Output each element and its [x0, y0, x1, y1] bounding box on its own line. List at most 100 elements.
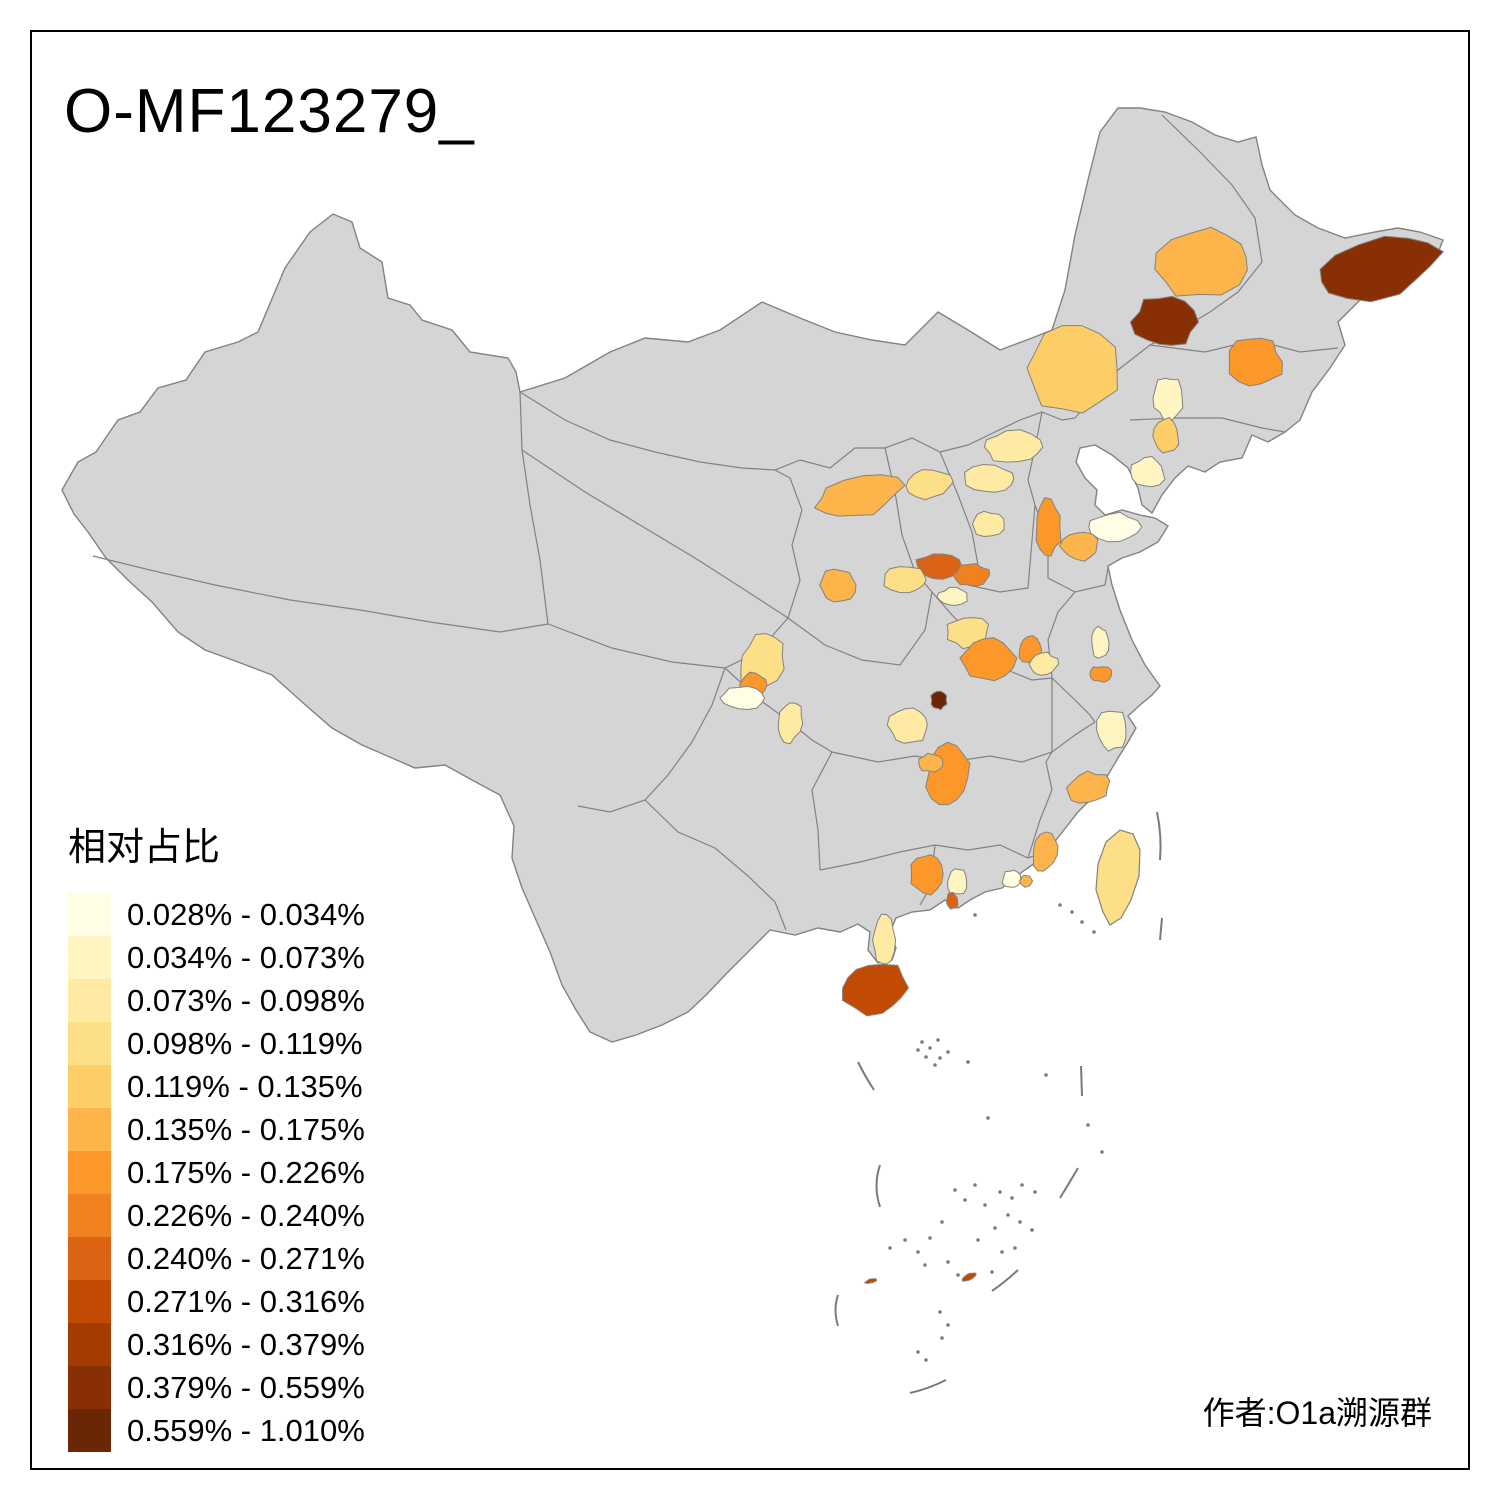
legend-bin-label: 0.559% - 1.010%	[127, 1413, 365, 1448]
province-border	[92, 555, 549, 633]
map-region	[1152, 377, 1184, 422]
sea-boundary-dash	[1059, 1167, 1079, 1199]
island-dot	[946, 1323, 950, 1327]
map-region	[1026, 325, 1118, 414]
island-dot	[963, 1198, 967, 1202]
map-region	[1028, 651, 1060, 676]
legend-row: 0.073% - 0.098%	[68, 979, 365, 1022]
island-dot	[936, 1038, 940, 1042]
legend-row: 0.135% - 0.175%	[68, 1108, 365, 1151]
map-region	[959, 637, 1018, 682]
legend-bin-label: 0.226% - 0.240%	[127, 1198, 365, 1233]
map-region	[1130, 455, 1166, 488]
island-dot	[990, 1270, 994, 1274]
island-dot	[1018, 1220, 1022, 1224]
legend-row: 0.226% - 0.240%	[68, 1194, 365, 1237]
legend-row: 0.379% - 0.559%	[68, 1366, 365, 1409]
island-dot	[1006, 1213, 1010, 1217]
province-border	[519, 391, 549, 625]
map-region	[777, 702, 804, 745]
province-border	[521, 449, 789, 619]
panel-frame	[30, 30, 1470, 1470]
island-dot	[1086, 1123, 1090, 1127]
island-dot	[973, 1183, 977, 1187]
map-region	[1089, 666, 1113, 683]
island-dot	[938, 1310, 942, 1314]
legend-swatch	[68, 1151, 111, 1194]
sea-boundary-dash	[857, 1061, 875, 1091]
legend-swatch	[68, 893, 111, 936]
legend-swatch	[68, 1022, 111, 1065]
island-dot	[916, 1048, 920, 1052]
legend-swatch	[68, 1065, 111, 1108]
province-border	[967, 504, 1036, 593]
legend-row: 0.028% - 0.034%	[68, 893, 365, 936]
map-region	[1228, 337, 1283, 387]
page-title: O-MF123279_	[64, 77, 475, 146]
province-border	[519, 391, 1063, 471]
map-region	[910, 854, 944, 896]
island-dot	[1013, 1246, 1017, 1250]
legend-swatch	[68, 979, 111, 1022]
island-dot	[928, 1236, 932, 1240]
map-region	[915, 553, 963, 580]
legend-bin-label: 0.034% - 0.073%	[127, 940, 365, 975]
map-region	[1319, 235, 1444, 303]
province-border	[1051, 721, 1096, 753]
island-dot	[938, 1056, 942, 1060]
island-dot	[888, 1246, 892, 1250]
island-dot	[923, 1263, 927, 1267]
map-region	[886, 707, 928, 744]
legend-bin-label: 0.119% - 0.135%	[127, 1069, 363, 1104]
map-region	[1096, 710, 1127, 752]
province-border	[811, 751, 833, 871]
legend-row: 0.240% - 0.271%	[68, 1237, 365, 1280]
island-dot	[920, 1040, 924, 1044]
province-border	[787, 591, 933, 666]
legend-bin-label: 0.175% - 0.226%	[127, 1155, 365, 1190]
sea-boundary-dash	[1080, 1065, 1083, 1097]
map-region	[1154, 226, 1248, 297]
province-border	[1129, 417, 1286, 433]
map-region	[1066, 770, 1111, 804]
island-dot	[1044, 1073, 1048, 1077]
map-region	[945, 891, 959, 910]
sea-boundary-dash	[875, 1164, 881, 1208]
island-dot	[993, 1226, 997, 1230]
legend-row: 0.271% - 0.316%	[68, 1280, 365, 1323]
map-region	[1001, 869, 1022, 888]
province-border	[1027, 411, 1043, 506]
legend-swatch	[68, 1366, 111, 1409]
island-dot	[1000, 1250, 1004, 1254]
map-region	[1152, 416, 1180, 454]
island-dot	[924, 1055, 928, 1059]
island-dot	[1080, 920, 1084, 924]
legend-bin-label: 0.028% - 0.034%	[127, 897, 365, 932]
island-dot	[973, 913, 977, 917]
map-region	[983, 429, 1044, 463]
legend-row: 0.119% - 0.135%	[68, 1065, 365, 1108]
island-dot	[1092, 930, 1096, 934]
legend-swatch	[68, 1280, 111, 1323]
province-border	[819, 844, 1046, 871]
legend-bin-label: 0.316% - 0.379%	[127, 1327, 365, 1362]
map-region	[964, 463, 1015, 493]
map-region	[1018, 874, 1034, 888]
island-dot	[916, 1350, 920, 1354]
map-region	[871, 913, 897, 965]
map-region	[883, 566, 927, 594]
sea-boundary-dash	[991, 1269, 1019, 1292]
map-region	[905, 469, 954, 501]
island-dot	[986, 1116, 990, 1120]
legend-swatch	[68, 1237, 111, 1280]
sea-boundary-dash	[834, 1294, 839, 1327]
legend-swatch	[68, 1409, 111, 1452]
legend-bin-label: 0.135% - 0.175%	[127, 1112, 365, 1147]
sea-boundary-dash	[1156, 811, 1162, 861]
taiwan-island-region	[1095, 829, 1141, 926]
map-region	[918, 752, 944, 773]
island-dot	[1070, 910, 1074, 914]
island-dot	[946, 1050, 950, 1054]
map-region	[1091, 625, 1110, 659]
